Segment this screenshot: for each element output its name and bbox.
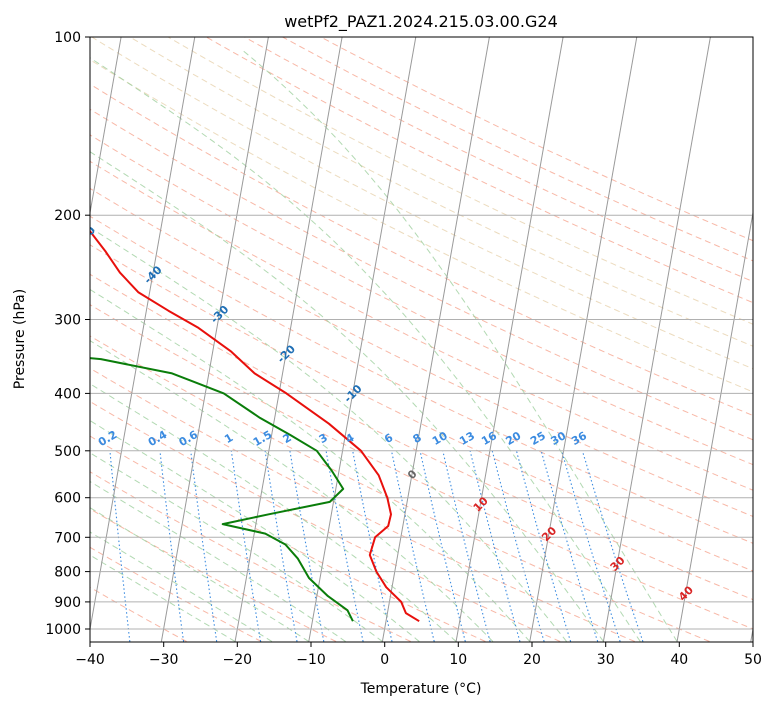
dry-adiabat [91,37,753,370]
isotherm-line [90,37,196,632]
chart-title: wetPf2_PAZ1.2024.215.03.00.G24 [284,12,558,32]
isotherm-line [381,37,490,642]
moist-adiabat [90,531,273,642]
y-tick-label: 500 [54,444,81,460]
dry-adiabat [90,134,753,466]
dry-adiabat [129,37,753,347]
isotherm-line [602,37,711,642]
mixing-ratio-line [469,450,521,642]
isotherm-line [234,37,343,642]
x-tick-label: 0 [380,652,389,668]
background-lines [90,37,753,642]
x-tick-label: 50 [744,652,762,668]
moist-adiabat [90,151,604,642]
moist-adiabat [90,340,494,642]
isotherm-line [308,37,417,642]
y-tick-label: 600 [54,491,81,507]
mixing-ratio-line [419,450,466,642]
mixing-ratio-line [581,450,644,642]
y-tick-label: 200 [54,208,81,224]
dry-adiabat [90,59,753,393]
mixing-ratio-line [442,450,491,642]
mixing-ratio-line [540,450,599,642]
y-tick-label: 1000 [45,622,81,638]
moist-adiabat [241,49,678,642]
temperature-line [90,229,420,623]
mixing-ratio-line [325,450,364,642]
dry-adiabat [90,160,753,491]
x-tick-label: −10 [296,652,326,668]
y-tick-label: 900 [54,595,81,611]
axis-ticks: −40 −30 −20 −10 0 10 20 30 40 50 100 200 300 400 500 60… [45,30,762,668]
moist-adiabat [90,227,567,642]
x-tick-label: 10 [449,652,467,668]
dry-adiabat [206,37,753,304]
mixing-ratio-line [190,450,218,642]
x-tick-label: −30 [149,652,179,668]
y-tick-label: 700 [54,530,81,546]
mixing-ratio-line [264,450,298,642]
x-tick-label: 30 [597,652,615,668]
isobar-grid [90,37,753,630]
dry-adiabat [90,215,753,544]
y-axis-title: Pressure (hPa) [12,289,28,389]
moist-adiabat [90,57,641,642]
x-tick-label: −20 [223,652,253,668]
mixing-ratio-line [159,450,185,642]
dry-adiabat [244,37,753,283]
profile-series [90,229,420,623]
dry-adiabat [282,37,753,262]
dry-adiabat [320,37,753,242]
dewpoint-line [90,357,354,622]
plot-frame [89,36,754,643]
isotherm-line [676,209,753,642]
moist-adiabat [90,383,457,642]
mixing-ratio-line [390,450,435,642]
isotherm-line [529,37,638,642]
moist-adiabat [90,554,236,642]
x-axis-title: Temperature (°C) [360,681,482,697]
x-tick-label: 40 [670,652,688,668]
dry-adiabat [167,37,753,325]
mixing-ratio-line [515,450,572,642]
y-tick-label: 800 [54,565,81,581]
x-tick-label: 20 [523,652,541,668]
mixing-ratio-line [289,450,325,642]
isotherm-line [90,37,122,216]
dry-adiabat [90,471,411,642]
dry-adiabat [90,108,753,441]
dry-adiabat [90,244,753,572]
moist-adiabat [90,452,383,642]
plot-area [90,37,753,642]
mixing-ratio-line [561,450,621,642]
isotherm-label: -50 [75,223,98,246]
y-tick-label: 100 [54,30,81,46]
dry-adiabat [90,83,753,417]
moist-adiabat [90,480,346,642]
dry-adiabat [90,367,635,642]
x-tick-label: −40 [75,652,105,668]
mixing-ratio-line [491,450,545,642]
dry-adiabat [90,273,753,601]
y-tick-label: 400 [54,386,81,402]
mixing-ratio-line [230,450,262,642]
dry-adiabat [90,335,710,642]
isotherm-line [455,37,564,642]
dry-adiabat [90,304,753,630]
y-tick-label: 300 [54,313,81,329]
